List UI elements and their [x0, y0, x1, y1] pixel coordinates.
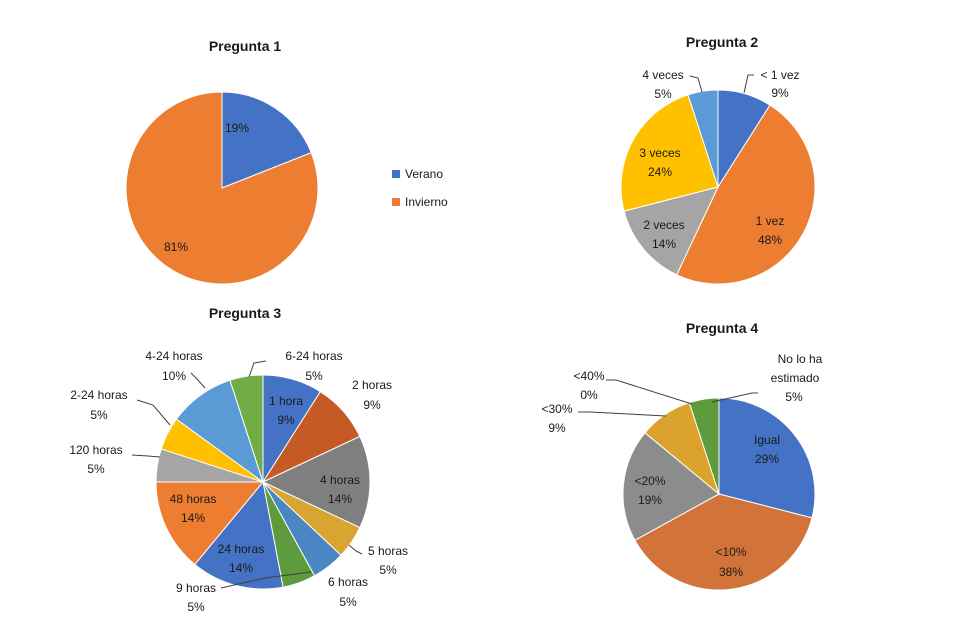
chart-pregunta-1: Pregunta 1 19% 81% Verano Invierno — [125, 38, 448, 285]
data-label: <40% — [573, 369, 604, 383]
data-label: 48 horas — [170, 492, 217, 506]
legend-swatch — [392, 170, 400, 178]
data-label: No lo ha — [778, 352, 823, 366]
data-label: 14% — [652, 237, 676, 251]
pie-slice — [718, 397, 816, 519]
data-label: 6-24 horas — [285, 349, 342, 363]
data-label: 14% — [328, 492, 352, 506]
data-label: 4-24 horas — [145, 349, 202, 363]
data-label: Igual — [754, 433, 780, 447]
data-label: 2 veces — [643, 218, 684, 232]
data-label: 5% — [90, 408, 108, 422]
legend-label: Verano — [405, 167, 443, 181]
pie-slice — [229, 374, 264, 483]
data-label: 9% — [548, 421, 566, 435]
leader-lines — [131, 360, 363, 589]
chart-pregunta-4: Pregunta 4 Igual 29% <10% 38% <20% 19% <… — [541, 320, 823, 591]
data-label: 5% — [187, 600, 205, 614]
data-label: 5% — [339, 595, 357, 609]
pie-slice — [676, 104, 816, 285]
data-label: 24 horas — [218, 542, 265, 556]
pie-slice — [687, 89, 719, 188]
data-label: 29% — [755, 452, 779, 466]
pie-slice — [125, 91, 319, 285]
chart-pregunta-2: Pregunta 2 < 1 vez 9% 1 vez 48% 2 veces … — [620, 34, 816, 285]
leader-line — [689, 75, 703, 93]
data-label: 19% — [225, 121, 249, 135]
chart-title: Pregunta 4 — [686, 320, 759, 336]
legend-swatch — [392, 198, 400, 206]
pie-slices — [155, 374, 371, 590]
data-label: 10% — [162, 369, 186, 383]
chart-pregunta-3: Pregunta 3 1 hora 9% 2 horas 9% 4 horas … — [69, 305, 408, 614]
data-label: 14% — [229, 561, 253, 575]
data-label: 3 veces — [639, 146, 680, 160]
pie-slices — [622, 397, 816, 591]
pie-slice — [623, 186, 719, 276]
data-label: 1 hora — [269, 394, 303, 408]
data-label: 9% — [363, 398, 381, 412]
data-label: 14% — [181, 511, 205, 525]
data-label: 38% — [719, 565, 743, 579]
data-label: 81% — [164, 240, 188, 254]
data-label: <10% — [715, 545, 746, 559]
data-label: 5% — [654, 87, 672, 101]
leader-lines — [578, 379, 758, 417]
pie-slices — [620, 89, 816, 285]
data-label: 9% — [771, 86, 789, 100]
pie-slice — [622, 432, 720, 541]
pie-slice — [221, 91, 312, 189]
pie-slice — [620, 94, 719, 212]
data-label: < 1 vez — [760, 68, 799, 82]
data-label: 0% — [580, 388, 598, 402]
chart-title: Pregunta 2 — [686, 34, 759, 50]
data-label: <20% — [634, 474, 665, 488]
data-label: 5% — [305, 369, 323, 383]
legend: Verano Invierno — [392, 167, 448, 209]
pie-slices — [125, 91, 319, 285]
data-label: 24% — [648, 165, 672, 179]
data-label: 2-24 horas — [70, 388, 127, 402]
data-label: 1 vez — [756, 214, 785, 228]
pie-slice — [194, 480, 284, 590]
data-label: 9% — [277, 413, 295, 427]
chart-title: Pregunta 1 — [209, 38, 282, 54]
data-label: 5% — [87, 462, 105, 476]
data-label: <30% — [541, 402, 572, 416]
data-label: 6 horas — [328, 575, 368, 589]
data-label: 4 horas — [320, 473, 360, 487]
data-label: 120 horas — [69, 443, 122, 457]
data-label: 19% — [638, 493, 662, 507]
data-label: 5% — [379, 563, 397, 577]
data-label: estimado — [771, 371, 820, 385]
data-label: 5 horas — [368, 544, 408, 558]
data-label: 9 horas — [176, 581, 216, 595]
chart-title: Pregunta 3 — [209, 305, 282, 321]
data-label: 2 horas — [352, 378, 392, 392]
pie-slice — [634, 493, 813, 591]
leader-line — [743, 74, 754, 94]
pie-slice — [261, 435, 371, 529]
legend-label: Invierno — [405, 195, 448, 209]
pie-slice — [155, 481, 265, 566]
data-label: 4 veces — [642, 68, 683, 82]
data-label: 5% — [785, 390, 803, 404]
data-label: 48% — [758, 233, 782, 247]
